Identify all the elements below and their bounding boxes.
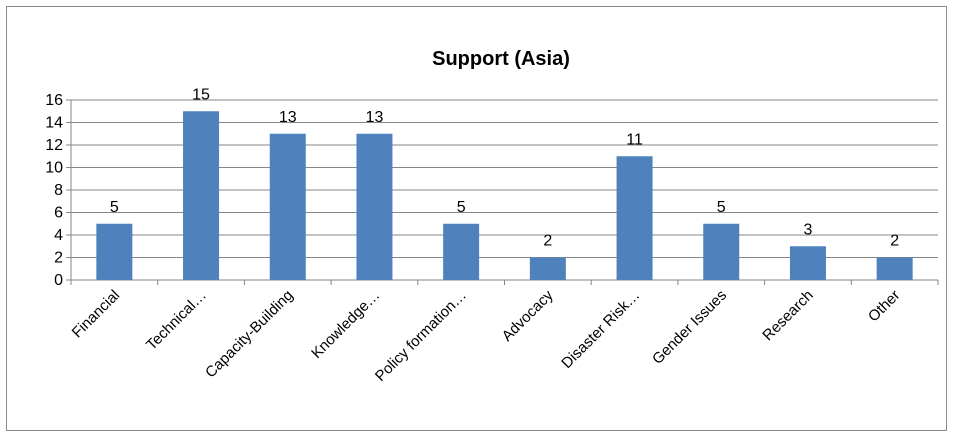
bar bbox=[529, 257, 566, 280]
y-tick-label: 16 bbox=[45, 92, 63, 109]
y-tick-label: 14 bbox=[45, 115, 63, 132]
category-label: Technical… bbox=[143, 287, 210, 354]
data-label: 5 bbox=[110, 199, 119, 216]
chart-frame: Support (Asia) 0 2 4 6 8 10 12 14 16 5 15 13 13 5 2 11… bbox=[6, 6, 947, 431]
data-label: 2 bbox=[543, 233, 552, 250]
category-label: Gender Issues bbox=[649, 287, 730, 368]
category-label: Disaster Risk… bbox=[558, 287, 643, 372]
category-label: Policy formation… bbox=[372, 287, 470, 385]
bar bbox=[269, 133, 306, 280]
bar bbox=[183, 111, 220, 280]
bar bbox=[616, 156, 653, 280]
bar bbox=[876, 257, 913, 280]
data-label: 5 bbox=[717, 199, 726, 216]
category-label: Capacity-Building bbox=[202, 287, 297, 382]
category-label: Financial bbox=[69, 287, 123, 341]
data-label: 2 bbox=[890, 233, 899, 250]
bar bbox=[443, 223, 480, 280]
category-label: Other bbox=[865, 287, 904, 326]
y-tick-label: 10 bbox=[45, 160, 63, 177]
data-label: 13 bbox=[279, 109, 297, 126]
y-tick-label: 6 bbox=[54, 205, 63, 222]
y-tick-label: 12 bbox=[45, 137, 63, 154]
bar bbox=[703, 223, 740, 280]
bar bbox=[96, 223, 133, 280]
y-tick-label: 4 bbox=[54, 227, 63, 244]
bar-chart: Support (Asia) 0 2 4 6 8 10 12 14 16 5 15 13 13 5 2 11… bbox=[45, 48, 939, 385]
bar bbox=[789, 246, 826, 280]
category-label: Advocacy bbox=[499, 286, 557, 344]
data-labels: 5 15 13 13 5 2 11 5 3 2 bbox=[110, 86, 899, 249]
y-axis-tick-labels: 0 2 4 6 8 10 12 14 16 bbox=[45, 92, 63, 289]
bars bbox=[96, 111, 913, 280]
data-label: 5 bbox=[457, 199, 466, 216]
data-label: 15 bbox=[192, 86, 210, 103]
category-label: Research bbox=[759, 287, 816, 344]
data-label: 13 bbox=[366, 109, 384, 126]
y-tick-label: 8 bbox=[54, 182, 63, 199]
data-label: 11 bbox=[626, 131, 643, 148]
bar bbox=[356, 133, 393, 280]
y-tick-label: 2 bbox=[54, 250, 63, 267]
chart-title: Support (Asia) bbox=[432, 48, 570, 70]
y-tick-label: 0 bbox=[54, 272, 63, 289]
data-label: 3 bbox=[803, 221, 812, 238]
x-axis-category-labels: Financial Technical…Capacity-Building Know… bbox=[69, 286, 904, 384]
category-label: Knowledge… bbox=[308, 287, 383, 362]
